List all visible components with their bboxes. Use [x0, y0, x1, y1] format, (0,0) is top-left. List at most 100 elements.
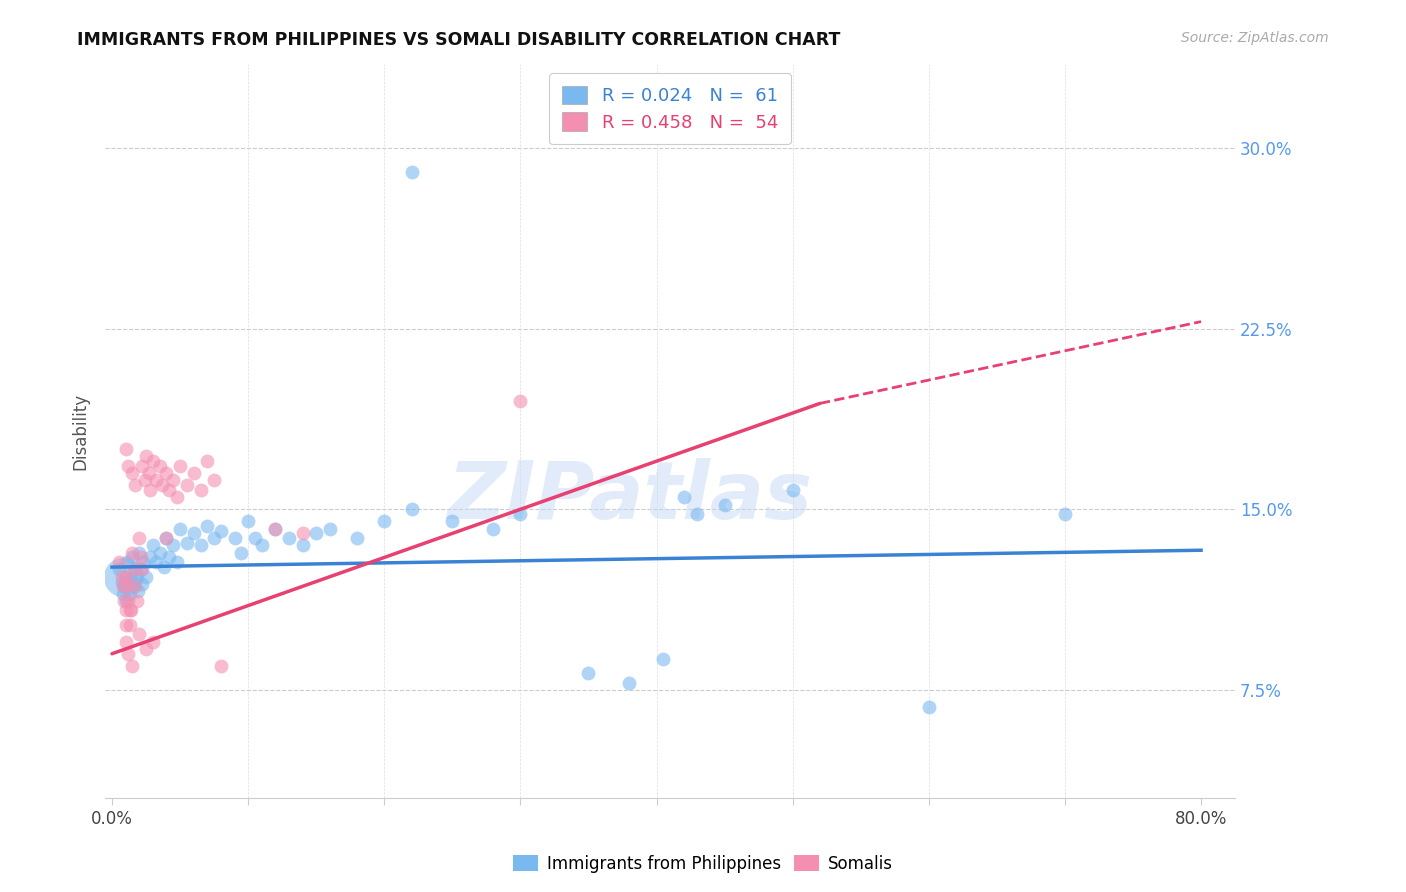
Point: [114, 594, 136, 608]
Point: [155, 531, 177, 545]
Point: [125, 594, 148, 608]
Point: [162, 474, 184, 488]
Point: [169, 458, 191, 473]
Point: [138, 467, 160, 481]
Point: [128, 627, 150, 641]
Point: [114, 570, 136, 584]
Point: [129, 562, 152, 576]
Point: [672, 490, 695, 504]
Point: [401, 502, 423, 516]
Point: [162, 538, 184, 552]
Point: [112, 579, 135, 593]
Point: [110, 574, 132, 589]
Point: [121, 658, 143, 673]
Point: [509, 394, 531, 409]
Point: [319, 522, 342, 536]
Text: Source: ZipAtlas.com: Source: ZipAtlas.com: [1181, 31, 1329, 45]
Point: [114, 570, 136, 584]
Point: [686, 507, 709, 521]
Point: [619, 675, 641, 690]
Point: [111, 586, 134, 600]
Point: [195, 454, 218, 468]
Point: [157, 550, 180, 565]
Point: [121, 550, 143, 565]
Point: [157, 483, 180, 497]
Point: [166, 490, 188, 504]
Point: [209, 524, 232, 538]
Point: [115, 579, 138, 593]
Point: [264, 522, 287, 536]
Point: [121, 546, 143, 560]
Point: [117, 458, 139, 473]
Point: [509, 507, 531, 521]
Point: [346, 531, 368, 545]
Point: [121, 467, 143, 481]
Point: [117, 594, 139, 608]
Point: [139, 550, 162, 565]
Point: [142, 538, 165, 552]
Point: [652, 651, 675, 665]
Point: [117, 647, 139, 661]
Point: [115, 555, 138, 569]
Point: [149, 546, 172, 560]
Point: [145, 555, 167, 569]
Point: [291, 526, 314, 541]
Point: [169, 522, 191, 536]
Point: [183, 526, 205, 541]
Point: [110, 570, 132, 584]
Point: [401, 165, 423, 179]
Point: [142, 454, 165, 468]
Point: [120, 603, 142, 617]
Point: [713, 498, 735, 512]
Point: [190, 483, 212, 497]
Point: [152, 560, 174, 574]
Point: [243, 531, 266, 545]
Legend: Immigrants from Philippines, Somalis: Immigrants from Philippines, Somalis: [506, 848, 900, 880]
Point: [918, 699, 941, 714]
Point: [176, 536, 198, 550]
Point: [155, 467, 177, 481]
Point: [118, 586, 141, 600]
Point: [176, 478, 198, 492]
Point: [139, 483, 162, 497]
Point: [305, 526, 328, 541]
Legend: R = 0.024   N =  61, R = 0.458   N =  54: R = 0.024 N = 61, R = 0.458 N = 54: [550, 73, 790, 145]
Point: [120, 572, 142, 586]
Point: [131, 458, 153, 473]
Point: [111, 570, 134, 584]
Point: [142, 634, 165, 648]
Point: [264, 522, 287, 536]
Point: [124, 562, 146, 576]
Point: [250, 538, 273, 552]
Point: [128, 546, 150, 560]
Point: [118, 603, 141, 617]
Point: [183, 467, 205, 481]
Point: [202, 531, 225, 545]
Point: [149, 458, 172, 473]
Point: [131, 577, 153, 591]
Point: [278, 531, 301, 545]
Point: [150, 478, 173, 492]
Point: [373, 514, 395, 528]
Point: [125, 570, 148, 584]
Point: [202, 474, 225, 488]
Point: [145, 474, 167, 488]
Point: [129, 550, 152, 565]
Point: [128, 531, 150, 545]
Point: [117, 577, 139, 591]
Point: [1053, 507, 1076, 521]
Point: [135, 570, 157, 584]
Point: [224, 531, 246, 545]
Point: [135, 450, 157, 464]
Point: [782, 483, 804, 497]
Point: [108, 555, 131, 569]
Point: [231, 546, 253, 560]
Point: [124, 478, 146, 492]
Point: [209, 658, 232, 673]
Point: [166, 555, 188, 569]
Point: [131, 562, 153, 576]
Point: [291, 538, 314, 552]
Point: [190, 538, 212, 552]
Point: [114, 603, 136, 617]
Point: [195, 519, 218, 533]
